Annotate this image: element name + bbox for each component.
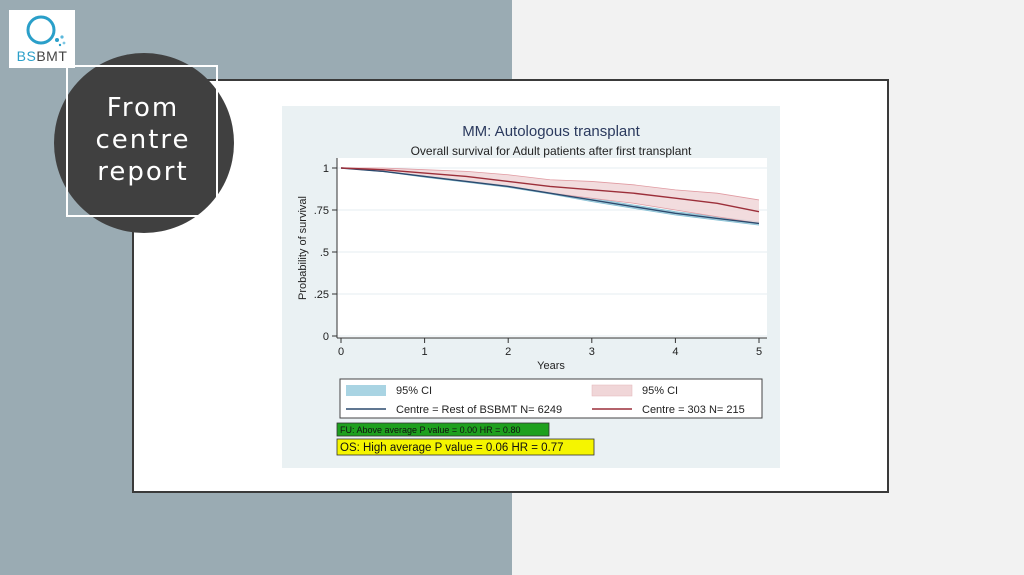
survival-figure: MM: Autologous transplant Overall surviv…: [282, 106, 780, 468]
badge-frame: [66, 65, 218, 217]
survival-lines: [340, 167, 760, 225]
axis-ticks: 0 .25 .5 .75 1 0 1 2 3 4 5: [314, 163, 762, 358]
os-annotation-text: OS: High average P value = 0.06 HR = 0.7…: [340, 442, 564, 454]
x-tick-label: 5: [756, 346, 762, 358]
grid-lines: [337, 167, 767, 337]
os-annotation-box: [336, 438, 595, 456]
x-axis-label: Years: [537, 360, 565, 372]
x-tick-label: 0: [338, 346, 344, 358]
y-tick-label: .5: [320, 247, 329, 259]
x-tick-label: 4: [672, 346, 678, 358]
legend-box: [339, 378, 763, 419]
legend-swatch-centre-ci: [591, 384, 633, 397]
ci-band-centre: [341, 168, 759, 224]
x-tick-label: 3: [589, 346, 595, 358]
y-axis-label: Probability of survival: [297, 196, 309, 300]
logo-text: BSBMT: [16, 48, 68, 64]
legend-label-centre: Centre = 303 N= 215: [642, 404, 745, 416]
survival-line-centre: [340, 167, 760, 213]
y-tick-label: 0: [323, 331, 329, 343]
legend-label-rest-ci: 95% CI: [396, 385, 432, 397]
badge-line-3: report: [97, 157, 189, 187]
legend-label-centre-ci: 95% CI: [642, 385, 678, 397]
survival-chart: MM: Autologous transplant Overall surviv…: [297, 123, 767, 456]
chart-subtitle: Overall survival for Adult patients afte…: [411, 144, 692, 158]
legend-label-rest: Centre = Rest of BSBMT N= 6249: [396, 404, 562, 416]
ci-upper-centre: [341, 167, 760, 201]
x-tick-label: 1: [422, 346, 428, 358]
y-tick-label: .75: [314, 205, 329, 217]
legend-swatch-rest-ci: [346, 385, 386, 396]
badge-circle: [54, 53, 234, 233]
y-tick-label: 1: [323, 163, 329, 175]
legend: 95% CI Centre = Rest of BSBMT N= 6249 95…: [339, 378, 763, 419]
x-tick-label: 2: [505, 346, 511, 358]
badge-line-1: From: [106, 93, 180, 123]
logo-ring-icon: [26, 15, 66, 47]
chart-title: MM: Autologous transplant: [462, 123, 640, 140]
badge-line-2: centre: [95, 125, 191, 155]
badge-text: From centre report: [66, 92, 220, 188]
ci-band-rest: [341, 168, 759, 226]
bsbmt-logo: BSBMT: [9, 10, 75, 68]
y-tick-label: .25: [314, 289, 329, 301]
fu-annotation-text: FU: Above average P value = 0.00 HR = 0.…: [340, 425, 520, 435]
fu-annotation-box: [336, 422, 550, 437]
survival-line-rest: [340, 167, 760, 225]
